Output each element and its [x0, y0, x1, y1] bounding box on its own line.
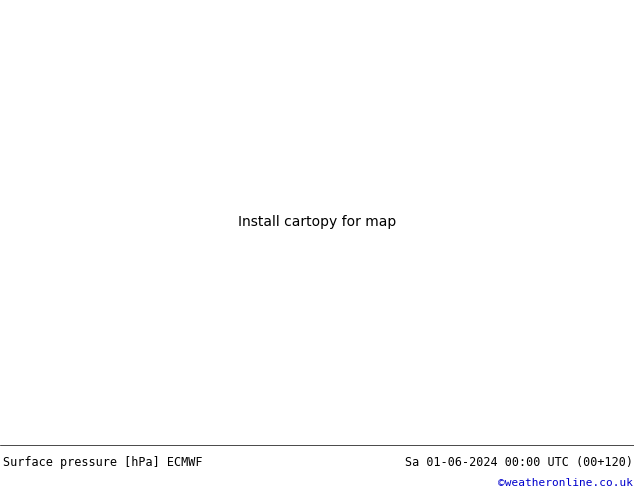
Text: Sa 01-06-2024 00:00 UTC (00+120): Sa 01-06-2024 00:00 UTC (00+120): [404, 456, 633, 469]
Text: Surface pressure [hPa] ECMWF: Surface pressure [hPa] ECMWF: [3, 456, 203, 469]
Text: Install cartopy for map: Install cartopy for map: [238, 216, 396, 229]
Text: ©weatheronline.co.uk: ©weatheronline.co.uk: [498, 478, 633, 488]
